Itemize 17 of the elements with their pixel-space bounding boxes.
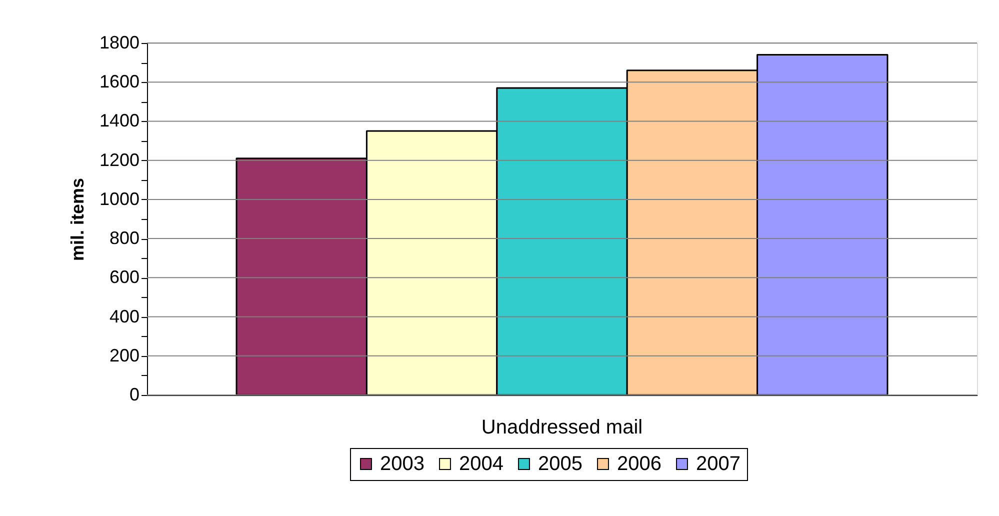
y-tick-label: 200	[109, 345, 140, 366]
y-tick-label: 600	[109, 267, 140, 288]
y-tick-label: 0	[129, 384, 140, 404]
y-tick-label: 1600	[99, 72, 140, 92]
y-tick-label: 1200	[99, 150, 140, 170]
legend-label: 2006	[617, 453, 662, 475]
y-tick-label: 400	[109, 306, 140, 326]
legend-label: 2003	[380, 453, 424, 475]
legend-label: 2005	[538, 453, 582, 475]
x-tick-label: Unaddressed mail	[481, 416, 643, 438]
y-axis-title: mil. items	[67, 178, 88, 262]
y-tick-label: 1000	[99, 188, 140, 209]
legend-label: 2007	[696, 453, 740, 475]
y-tick-label: 1800	[99, 32, 140, 52]
y-tick-label: 800	[109, 228, 140, 248]
legend-label: 2004	[459, 453, 504, 475]
y-tick-label: 1400	[99, 110, 140, 131]
